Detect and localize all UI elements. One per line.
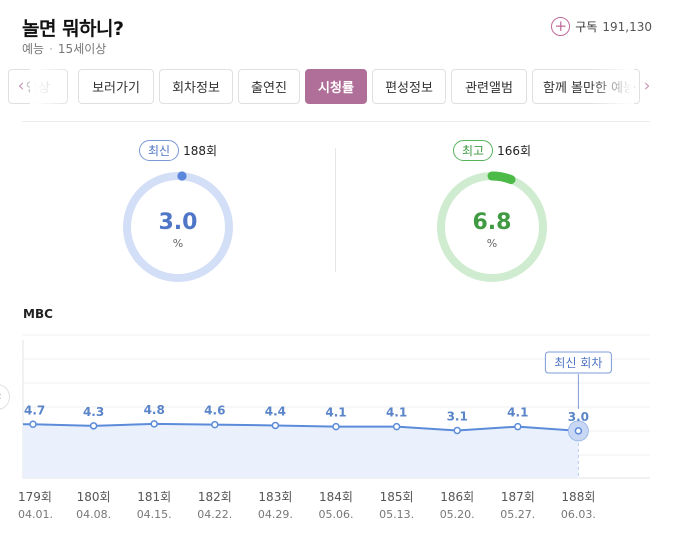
x-tick-episode: 181회 bbox=[137, 490, 171, 504]
data-label: 4.1 bbox=[507, 406, 528, 420]
tab-label: 시청률 bbox=[318, 77, 354, 96]
best-rating-card: 최고 166회 6.8 % bbox=[417, 140, 567, 290]
chevron-left-icon[interactable]: ‹ bbox=[10, 76, 32, 96]
tab-label: 보러가기 bbox=[92, 77, 140, 96]
vertical-divider bbox=[335, 148, 336, 272]
data-point bbox=[394, 424, 400, 430]
latest-rating-unit: % bbox=[103, 237, 253, 250]
x-tick-episode: 185회 bbox=[380, 490, 414, 504]
x-tick-episode: 186회 bbox=[440, 490, 474, 504]
latest-callout-label: 최신 회차 bbox=[554, 356, 602, 370]
x-tick-episode: 187회 bbox=[501, 490, 535, 504]
data-point bbox=[333, 424, 339, 430]
ratings-line-chart: 4.7 4.3 4.8 4.6 4.4 4.1 4.1 3.1 4.1 3.0 최신 회차 179회 0… bbox=[0, 320, 676, 538]
data-point bbox=[91, 423, 97, 429]
chevron-right-icon[interactable]: › bbox=[636, 76, 658, 96]
best-rating-value: 6.8 bbox=[417, 210, 567, 235]
x-tick-date: 04.01. bbox=[18, 508, 53, 521]
program-meta: 예능 · 15세이상 bbox=[22, 40, 106, 57]
data-point bbox=[151, 421, 157, 427]
x-tick-episode: 184회 bbox=[319, 490, 353, 504]
data-label: 4.7 bbox=[24, 403, 45, 417]
program-header: 놀면 뭐하니? 예능 · 15세이상 + 구독 191,130 bbox=[22, 14, 652, 58]
tab-bar: 영상 보러가기 회차정보 출연진 시청률 편성정보 관련앨범 함께 볼만한 예능… bbox=[0, 68, 676, 108]
tab-episode-info[interactable]: 회차정보 bbox=[159, 69, 233, 104]
data-label: 4.3 bbox=[83, 405, 104, 419]
tab-label: 출연진 bbox=[251, 77, 287, 96]
x-tick-episode: 179회 bbox=[18, 490, 52, 504]
best-badge: 최고 bbox=[453, 140, 493, 161]
latest-rating-value: 3.0 bbox=[103, 210, 253, 235]
tab-label: 회차정보 bbox=[172, 77, 220, 96]
best-episode: 166회 bbox=[497, 144, 531, 158]
plus-icon: + bbox=[551, 17, 570, 36]
x-tick-date: 05.20. bbox=[440, 508, 475, 521]
x-tick-date: 04.29. bbox=[258, 508, 293, 521]
subscribe-label: 구독 bbox=[575, 18, 597, 35]
channel-label: MBC bbox=[23, 307, 53, 321]
x-tick-date: 04.22. bbox=[197, 508, 232, 521]
x-tick-date: 04.15. bbox=[137, 508, 172, 521]
data-label: 3.1 bbox=[447, 410, 468, 424]
x-tick-episode: 182회 bbox=[198, 490, 232, 504]
data-point bbox=[272, 422, 278, 428]
x-tick-episode: 183회 bbox=[258, 490, 292, 504]
subscribe-button[interactable]: + 구독 191,130 bbox=[551, 17, 652, 36]
tab-schedule[interactable]: 편성정보 bbox=[372, 69, 446, 104]
latest-badge: 최신 bbox=[139, 140, 179, 161]
data-point bbox=[575, 428, 581, 434]
program-title: 놀면 뭐하니? bbox=[22, 14, 124, 41]
latest-episode: 188회 bbox=[183, 144, 217, 158]
best-rating-unit: % bbox=[417, 237, 567, 250]
latest-rating-card: 최신 188회 3.0 % bbox=[103, 140, 253, 290]
data-label: 4.1 bbox=[325, 406, 346, 420]
tab-albums[interactable]: 관련앨범 bbox=[451, 69, 527, 104]
x-tick-episode: 180회 bbox=[77, 490, 111, 504]
subscriber-count: 191,130 bbox=[602, 20, 652, 34]
best-ring-arc bbox=[492, 176, 511, 180]
age-rating-label: 15세이상 bbox=[58, 42, 106, 56]
x-tick-date: 06.03. bbox=[561, 508, 596, 521]
tab-ratings[interactable]: 시청률 bbox=[305, 69, 367, 104]
tab-watch[interactable]: 보러가기 bbox=[78, 69, 154, 104]
data-point bbox=[30, 421, 36, 427]
tab-fade-right bbox=[590, 68, 634, 106]
separator-dot: · bbox=[49, 42, 53, 56]
tab-fade-left bbox=[30, 68, 70, 106]
data-point bbox=[212, 422, 218, 428]
data-point bbox=[454, 428, 460, 434]
best-rating-header: 최고 166회 bbox=[417, 140, 567, 161]
chevron-left-icon: ‹ bbox=[0, 389, 2, 403]
section-divider bbox=[22, 121, 650, 122]
data-label: 3.0 bbox=[568, 410, 589, 424]
x-tick-date: 05.06. bbox=[319, 508, 354, 521]
data-label: 4.6 bbox=[204, 404, 225, 418]
x-tick-date: 04.08. bbox=[76, 508, 111, 521]
latest-rating-header: 최신 188회 bbox=[103, 140, 253, 161]
x-tick-date: 05.13. bbox=[379, 508, 414, 521]
area-fill bbox=[23, 424, 578, 478]
genre-label: 예능 bbox=[22, 42, 44, 56]
tab-label: 관련앨범 bbox=[465, 77, 513, 96]
tab-cast[interactable]: 출연진 bbox=[238, 69, 300, 104]
data-label: 4.1 bbox=[386, 406, 407, 420]
data-point bbox=[515, 424, 521, 430]
x-tick-episode: 188회 bbox=[561, 490, 595, 504]
x-tick-date: 05.27. bbox=[500, 508, 535, 521]
data-label: 4.4 bbox=[265, 404, 286, 418]
data-label: 4.8 bbox=[144, 403, 165, 417]
latest-ring-marker bbox=[177, 171, 186, 180]
tab-label: 편성정보 bbox=[385, 77, 433, 96]
